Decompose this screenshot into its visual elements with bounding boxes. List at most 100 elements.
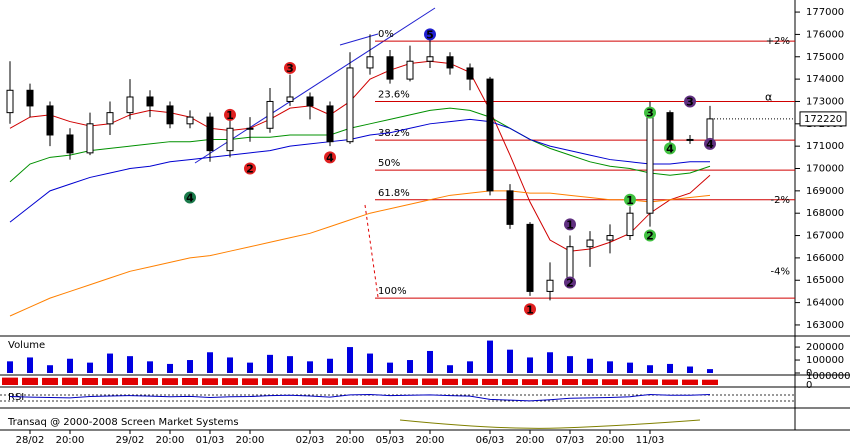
fib-label: 100% xyxy=(378,286,407,297)
candle-body xyxy=(26,89,34,107)
candle xyxy=(226,119,234,158)
volume-bar xyxy=(227,357,233,373)
candle xyxy=(506,184,514,229)
oi-bar xyxy=(702,379,718,385)
fib-label: 61.8% xyxy=(378,188,410,199)
y-tick-label: 200000 xyxy=(806,342,844,353)
y-tick-label: 174000 xyxy=(806,74,844,85)
oi-bar xyxy=(642,379,658,385)
candle xyxy=(106,101,114,135)
wave-marker xyxy=(644,106,656,119)
oi-bar xyxy=(2,377,18,385)
volume-bar xyxy=(247,362,253,373)
alpha-label: α xyxy=(765,90,772,103)
oi-bar xyxy=(162,378,178,385)
volume-bar xyxy=(447,365,453,373)
wave-marker xyxy=(244,162,256,175)
candle-body xyxy=(106,112,114,125)
x-tick-label: 02/03 xyxy=(296,435,325,446)
wave-label: 1 xyxy=(526,303,534,316)
wave-label: 2 xyxy=(246,163,254,176)
candle xyxy=(286,74,294,106)
percent-label: -2% xyxy=(771,195,790,206)
candle xyxy=(86,112,94,156)
oi-bar xyxy=(182,377,198,385)
candle xyxy=(446,52,454,75)
x-tick-label: 20:00 xyxy=(596,435,625,446)
volume-bar xyxy=(187,360,193,373)
oi-bar xyxy=(42,377,58,385)
candle-body xyxy=(666,112,674,140)
candle-body xyxy=(626,212,634,237)
wave-marker xyxy=(524,303,536,316)
candle xyxy=(366,34,374,75)
volume-bar xyxy=(27,357,33,373)
rsi-line xyxy=(9,393,711,402)
oi-bar xyxy=(62,377,78,385)
candle-body xyxy=(406,60,414,80)
candle xyxy=(206,112,214,162)
candle xyxy=(66,128,74,160)
candle xyxy=(386,50,394,84)
y-tick-label: 163000 xyxy=(806,320,844,331)
volume-bar xyxy=(427,350,433,373)
wave-marker xyxy=(564,276,576,289)
volume-bar xyxy=(307,361,313,373)
oi-bar xyxy=(602,379,618,385)
wave-label: 4 xyxy=(186,192,194,205)
candle xyxy=(526,222,534,296)
oi-bar xyxy=(502,379,518,385)
y-tick-label: 176000 xyxy=(806,29,844,40)
candle xyxy=(546,262,554,301)
last-price-label: 172220 xyxy=(804,114,842,125)
wave-label: 2 xyxy=(646,230,654,243)
volume-bar xyxy=(627,362,633,373)
oi-bar xyxy=(282,378,298,385)
y-tick-label: 173000 xyxy=(806,96,844,107)
candle xyxy=(326,101,334,147)
oi-bar xyxy=(622,379,638,385)
volume-bar xyxy=(647,365,653,373)
last-price-box xyxy=(799,111,847,127)
x-tick-label: 20:00 xyxy=(236,435,265,446)
x-tick-label: 20:00 xyxy=(516,435,545,446)
candle xyxy=(306,92,314,120)
y-tick-label: 175000 xyxy=(806,52,844,63)
volume-bar xyxy=(147,361,153,373)
volume-bar xyxy=(287,356,293,373)
candle-body xyxy=(346,67,354,143)
volume-bar xyxy=(67,358,73,373)
oi-bar xyxy=(302,378,318,385)
oi-bar xyxy=(142,378,158,385)
oi-bar xyxy=(102,378,118,385)
volume-bar xyxy=(347,347,353,373)
candle xyxy=(626,206,634,241)
y-tick-label: 100000 xyxy=(806,355,844,366)
oi-bar xyxy=(542,379,558,385)
volume-bar xyxy=(87,362,93,373)
wave-label: 4 xyxy=(326,151,334,164)
footer: Transaq @ 2000-2008 Screen Market System… xyxy=(7,417,239,428)
wave-label: 3 xyxy=(686,95,694,108)
x-tick-label: 07/03 xyxy=(556,435,585,446)
x-tick-label: 20:00 xyxy=(56,435,85,446)
wave-label: 3 xyxy=(286,62,294,75)
fib-label: 23.6% xyxy=(378,89,410,100)
volume-bar xyxy=(527,357,533,373)
wave-marker xyxy=(284,61,296,74)
candle-body xyxy=(526,223,534,292)
trend-line xyxy=(194,7,436,164)
wave-marker xyxy=(224,108,236,121)
candle xyxy=(146,90,154,118)
oi-bar xyxy=(22,377,38,385)
oi-bar xyxy=(582,379,598,385)
volume-bar xyxy=(127,356,133,373)
candle-body xyxy=(366,56,374,69)
fib-label: 50% xyxy=(378,158,400,169)
y-tick-label: 168000 xyxy=(806,208,844,219)
wave-marker xyxy=(184,191,196,204)
volume-bar xyxy=(687,366,693,373)
oi-bar xyxy=(682,379,698,385)
y-tick-label: 0 xyxy=(806,380,812,391)
candle xyxy=(6,61,14,124)
